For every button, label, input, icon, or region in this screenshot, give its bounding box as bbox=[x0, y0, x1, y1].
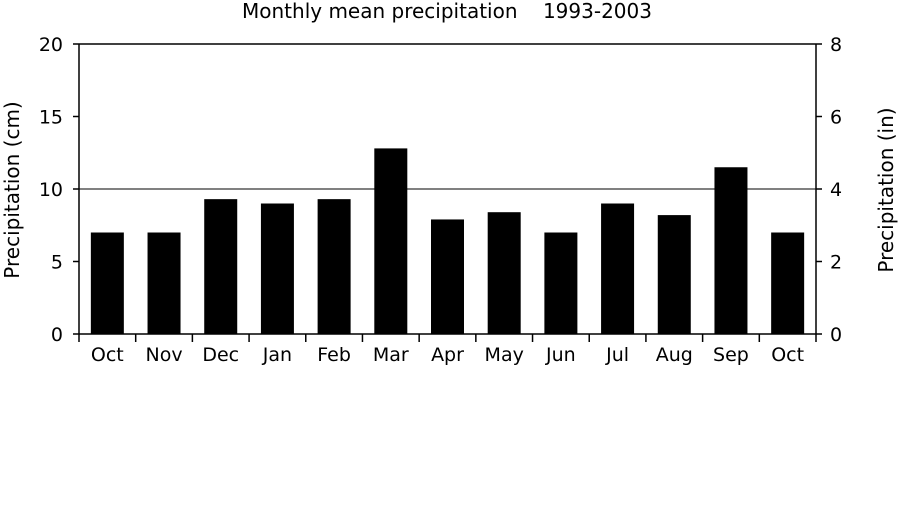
bar-jan-3 bbox=[260, 203, 294, 334]
secondary-y-axis-label: Precipitation (in) bbox=[874, 107, 898, 272]
y-tick-label-4: 20 bbox=[39, 34, 63, 56]
bar-oct-12 bbox=[771, 232, 805, 334]
y-axis-label: Precipitation (cm) bbox=[0, 101, 24, 278]
bar-oct-0 bbox=[90, 232, 124, 334]
y-tick-label-3: 15 bbox=[39, 107, 63, 129]
bar-jul-9 bbox=[601, 203, 635, 334]
bar-sep-11 bbox=[714, 167, 748, 334]
x-tick-label-11: Sep bbox=[713, 344, 749, 366]
x-tick-label-1: Nov bbox=[145, 344, 182, 366]
x-tick-label-2: Dec bbox=[202, 344, 239, 366]
x-tick-label-9: Jul bbox=[605, 344, 629, 366]
bar-may-7 bbox=[487, 212, 521, 334]
chart-title: Monthly mean precipitation 1993-2003 bbox=[242, 0, 652, 23]
y-tick-label-1: 5 bbox=[51, 252, 63, 274]
x-tick-label-8: Jun bbox=[545, 344, 576, 366]
x-tick-label-3: Jan bbox=[262, 344, 292, 366]
y2-tick-label-0: 0 bbox=[830, 324, 842, 346]
x-tick-label-7: May bbox=[485, 344, 524, 366]
y2-tick-label-4: 8 bbox=[830, 34, 842, 56]
x-tick-label-5: Mar bbox=[373, 344, 409, 366]
x-tick-label-10: Aug bbox=[656, 344, 693, 366]
y2-tick-label-2: 4 bbox=[830, 179, 842, 201]
y-tick-label-2: 10 bbox=[39, 179, 63, 201]
bar-mar-5 bbox=[374, 148, 408, 334]
y2-tick-label-1: 2 bbox=[830, 252, 842, 274]
bar-aug-10 bbox=[657, 215, 691, 334]
bar-jun-8 bbox=[544, 232, 578, 334]
x-tick-label-12: Oct bbox=[771, 344, 804, 366]
bar-dec-2 bbox=[204, 199, 238, 334]
x-tick-label-0: Oct bbox=[91, 344, 124, 366]
bar-nov-1 bbox=[147, 232, 181, 334]
x-tick-label-4: Feb bbox=[317, 344, 351, 366]
y-tick-label-0: 0 bbox=[51, 324, 63, 346]
bar-apr-6 bbox=[431, 219, 464, 334]
plot-area: 0 5 10 15 20 0 2 4 6 8 Oct Nov Dec Jan Feb Mar Apr May Jun… bbox=[39, 34, 842, 366]
y2-tick-label-3: 6 bbox=[830, 107, 842, 129]
bar-feb-4 bbox=[317, 199, 351, 334]
x-tick-label-6: Apr bbox=[431, 344, 464, 366]
